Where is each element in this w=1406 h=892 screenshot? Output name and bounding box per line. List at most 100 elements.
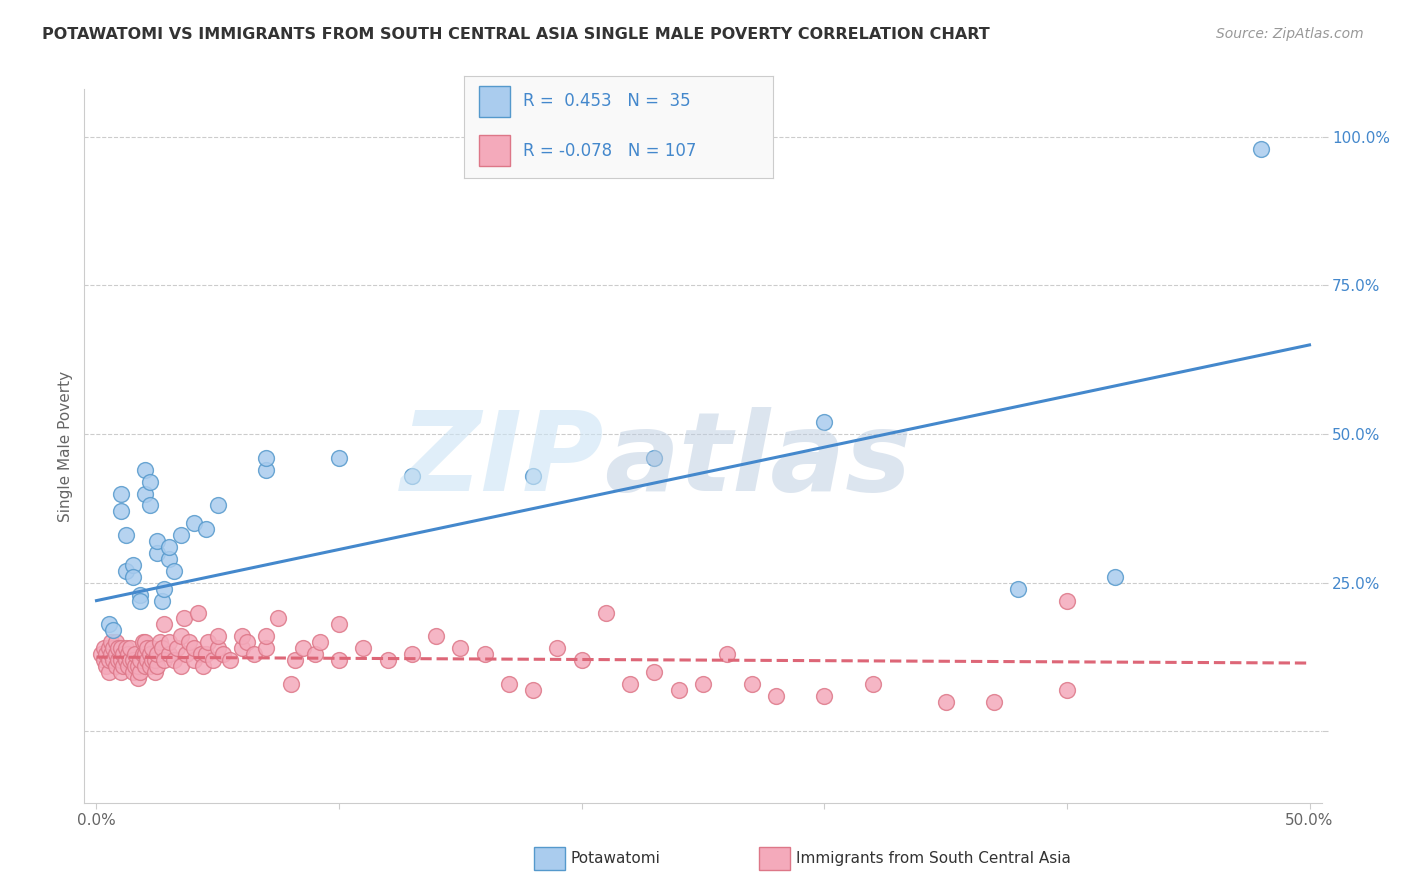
Point bbox=[139, 647, 162, 661]
Point bbox=[114, 653, 136, 667]
Point bbox=[267, 611, 290, 625]
Point bbox=[862, 677, 884, 691]
Point bbox=[170, 659, 193, 673]
Text: Source: ZipAtlas.com: Source: ZipAtlas.com bbox=[1216, 27, 1364, 41]
Point bbox=[122, 665, 145, 679]
Point bbox=[103, 641, 125, 656]
Point bbox=[643, 665, 665, 679]
Point bbox=[97, 617, 120, 632]
Point bbox=[498, 677, 520, 691]
Point bbox=[243, 647, 266, 661]
Point bbox=[110, 665, 132, 679]
Point bbox=[187, 606, 209, 620]
Point bbox=[692, 677, 714, 691]
Point bbox=[157, 635, 180, 649]
Point bbox=[104, 659, 127, 673]
Point bbox=[153, 653, 176, 667]
Point bbox=[153, 617, 176, 632]
Point bbox=[131, 635, 153, 649]
Point bbox=[124, 659, 146, 673]
Point bbox=[103, 653, 125, 667]
Text: R =  0.453   N =  35: R = 0.453 N = 35 bbox=[523, 93, 690, 111]
Point bbox=[1104, 570, 1126, 584]
Point bbox=[146, 659, 169, 673]
Point bbox=[308, 635, 330, 649]
Point bbox=[813, 689, 835, 703]
Point bbox=[194, 522, 217, 536]
Point bbox=[546, 641, 568, 656]
Y-axis label: Single Male Poverty: Single Male Poverty bbox=[58, 370, 73, 522]
Point bbox=[183, 516, 205, 531]
Point bbox=[139, 659, 162, 673]
Point bbox=[1007, 582, 1029, 596]
Point bbox=[110, 486, 132, 500]
Point bbox=[143, 653, 166, 667]
Point bbox=[100, 647, 122, 661]
Point bbox=[328, 450, 350, 465]
Point bbox=[668, 682, 690, 697]
Point bbox=[163, 564, 186, 578]
Point bbox=[141, 653, 163, 667]
Point bbox=[193, 659, 215, 673]
Point bbox=[104, 647, 127, 661]
Point bbox=[112, 647, 135, 661]
Point bbox=[1056, 593, 1078, 607]
Point bbox=[110, 653, 132, 667]
Point bbox=[935, 695, 957, 709]
Point bbox=[231, 641, 253, 656]
Point bbox=[983, 695, 1005, 709]
Point bbox=[174, 647, 197, 661]
Point bbox=[352, 641, 374, 656]
Point bbox=[97, 653, 120, 667]
Point bbox=[93, 653, 115, 667]
Point bbox=[194, 647, 217, 661]
Point bbox=[619, 677, 641, 691]
Point bbox=[170, 528, 193, 542]
Point bbox=[143, 665, 166, 679]
Point bbox=[129, 588, 152, 602]
Point bbox=[284, 653, 307, 667]
Point bbox=[136, 653, 159, 667]
Point bbox=[90, 647, 112, 661]
Point bbox=[100, 635, 122, 649]
Point bbox=[146, 546, 169, 560]
Point bbox=[522, 682, 544, 697]
Point bbox=[571, 653, 593, 667]
Point bbox=[170, 629, 193, 643]
Point bbox=[129, 665, 152, 679]
Point bbox=[127, 659, 149, 673]
Point bbox=[522, 468, 544, 483]
Point bbox=[157, 552, 180, 566]
Point bbox=[207, 629, 229, 643]
Point bbox=[120, 653, 142, 667]
Point bbox=[254, 463, 277, 477]
Text: R = -0.078   N = 107: R = -0.078 N = 107 bbox=[523, 142, 696, 160]
Point bbox=[134, 635, 156, 649]
Point bbox=[595, 606, 617, 620]
Point bbox=[211, 647, 233, 661]
Point bbox=[328, 617, 350, 632]
Point bbox=[107, 641, 129, 656]
Point bbox=[146, 647, 169, 661]
Point bbox=[139, 475, 162, 489]
Point bbox=[124, 647, 146, 661]
Point bbox=[114, 641, 136, 656]
Point bbox=[1056, 682, 1078, 697]
Text: POTAWATOMI VS IMMIGRANTS FROM SOUTH CENTRAL ASIA SINGLE MALE POVERTY CORRELATION: POTAWATOMI VS IMMIGRANTS FROM SOUTH CENT… bbox=[42, 27, 990, 42]
Point bbox=[190, 647, 212, 661]
Point bbox=[136, 641, 159, 656]
Point bbox=[120, 641, 142, 656]
Point bbox=[741, 677, 763, 691]
Point bbox=[141, 641, 163, 656]
Point bbox=[207, 499, 229, 513]
Point bbox=[97, 641, 120, 656]
Point bbox=[127, 671, 149, 685]
Point bbox=[114, 564, 136, 578]
Point bbox=[114, 528, 136, 542]
Point bbox=[1250, 142, 1272, 156]
Point bbox=[236, 635, 259, 649]
Point bbox=[177, 635, 200, 649]
Point bbox=[117, 647, 139, 661]
Point bbox=[163, 653, 186, 667]
Point bbox=[110, 504, 132, 518]
